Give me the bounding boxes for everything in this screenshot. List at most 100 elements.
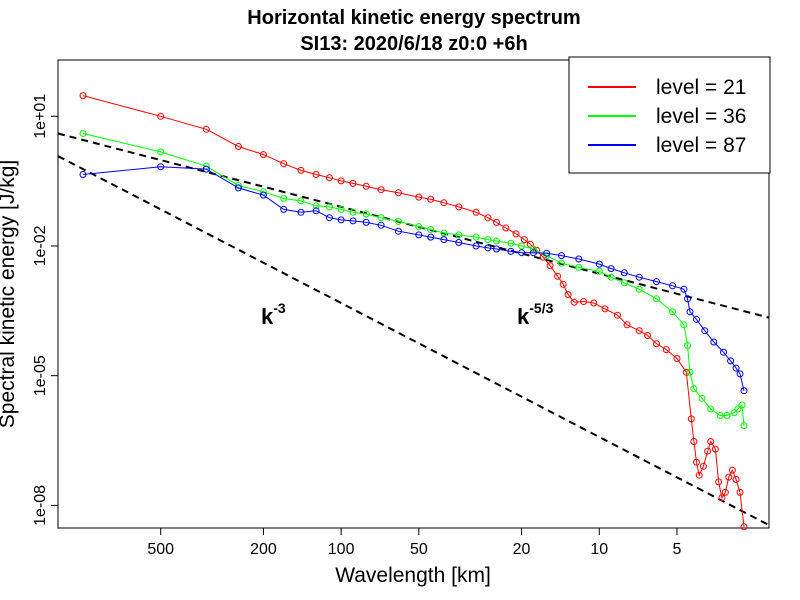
data-point (202, 125, 210, 133)
data-point (693, 315, 700, 323)
k-minus-5-3-exponent: -5/3 (529, 300, 553, 316)
data-point (349, 208, 357, 216)
data-point (440, 236, 448, 244)
data-point (725, 473, 733, 481)
y-tick-label: 1e-02 (32, 225, 49, 266)
data-point (653, 295, 660, 303)
data-point (740, 422, 748, 430)
data-point (529, 245, 537, 253)
data-point (234, 143, 242, 150)
chart-subtitle: SI13: 2020/6/18 z0:0 +6h (300, 33, 527, 55)
k-minus-5-3-base: k (517, 304, 530, 329)
chart-title: Horizontal kinetic energy spectrum (247, 7, 580, 29)
data-point (280, 205, 288, 213)
x-tick-label: 10 (590, 541, 608, 558)
data-point (715, 478, 723, 486)
series-line (82, 166, 745, 391)
reference-lines (57, 132, 770, 526)
data-point (512, 230, 520, 238)
data-point (202, 165, 210, 173)
data-point (580, 298, 588, 305)
data-point (607, 273, 615, 281)
x-tick-label: 200 (250, 541, 277, 558)
data-point (704, 447, 712, 455)
data-point (716, 412, 724, 419)
data-point (727, 357, 735, 365)
data-point (554, 272, 562, 280)
series-level-87 (79, 163, 748, 395)
data-point (684, 342, 691, 349)
data-point (543, 249, 551, 257)
x-tick-label: 20 (513, 541, 531, 558)
data-point (707, 438, 715, 445)
data-point (546, 262, 554, 270)
data-point (455, 231, 463, 239)
y-axis: 1e+01 1e-02 1e-05 1e-08 (32, 94, 59, 526)
data-point (79, 171, 87, 178)
data-point (259, 191, 267, 199)
data-point (259, 151, 267, 159)
data-point (440, 229, 448, 237)
data-point (595, 267, 603, 275)
data-point (493, 245, 500, 253)
data-point (686, 368, 694, 376)
y-tick-label: 1e-08 (32, 485, 49, 526)
data-point (740, 387, 748, 395)
x-axis: 500 200 100 50 20 10 5 (147, 527, 682, 558)
series-line (82, 133, 745, 426)
data-point (570, 298, 578, 306)
data-point (623, 321, 631, 329)
data-point (723, 412, 731, 419)
x-tick-label: 500 (147, 541, 174, 558)
data-point (607, 265, 615, 273)
data-point (644, 332, 652, 339)
data-point (394, 227, 402, 235)
data-point (377, 214, 385, 222)
data-point (687, 415, 695, 423)
data-point (362, 218, 370, 226)
data-point (732, 364, 740, 372)
data-point (721, 488, 729, 496)
data-point (558, 252, 565, 260)
data-point (394, 189, 402, 197)
data-point (337, 205, 345, 213)
data-point (698, 394, 706, 402)
data-point (520, 236, 528, 244)
data-point (472, 242, 480, 250)
reference-line-0 (57, 155, 770, 526)
data-point (653, 278, 660, 286)
series-group (79, 92, 748, 531)
data-point (427, 226, 435, 233)
data-point (427, 233, 435, 241)
data-point (707, 405, 715, 413)
data-point (455, 239, 463, 246)
data-point (280, 195, 288, 202)
data-point (297, 208, 305, 216)
data-point (493, 237, 500, 245)
data-point (740, 523, 748, 531)
data-point (699, 462, 707, 470)
data-point (595, 260, 603, 268)
x-tick-label: 100 (328, 541, 355, 558)
data-point (427, 195, 435, 203)
data-point (312, 207, 320, 215)
data-point (695, 471, 703, 479)
x-tick-label: 50 (410, 541, 428, 558)
data-point (337, 177, 345, 185)
data-point (718, 494, 726, 502)
data-point (349, 217, 357, 225)
k-minus-3-exponent: -3 (273, 300, 286, 316)
data-point (455, 203, 463, 211)
data-point (590, 299, 598, 307)
data-point (362, 210, 370, 218)
data-point (507, 239, 515, 247)
data-point (157, 163, 165, 171)
data-point (325, 174, 333, 182)
data-point (653, 340, 660, 348)
y-tick-label: 1e-05 (32, 355, 49, 396)
data-point (680, 285, 688, 293)
data-point (710, 338, 718, 346)
data-point (738, 401, 746, 409)
data-point (518, 249, 526, 257)
data-point (558, 259, 565, 267)
